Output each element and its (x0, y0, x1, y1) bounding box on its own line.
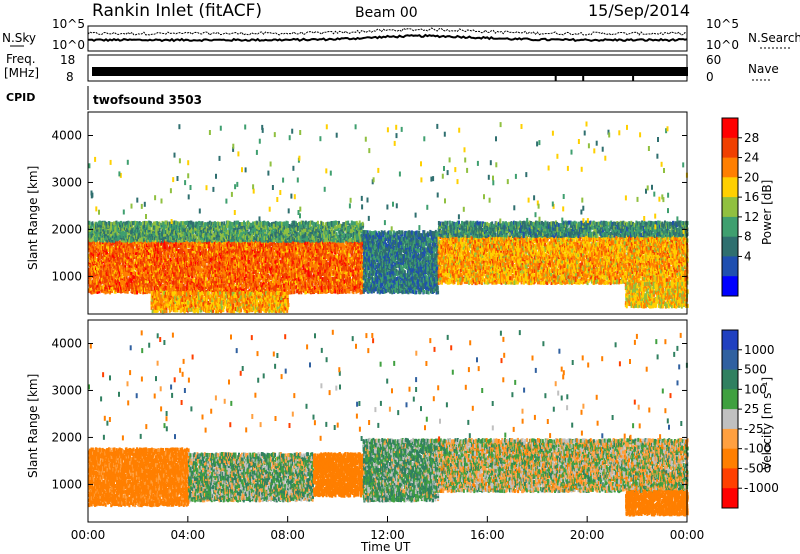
data-cell (300, 290, 302, 294)
freq-label: Freq. (6, 52, 36, 66)
freq-unit-label: [MHz] (4, 66, 39, 80)
freq-right-bottom: 0 (706, 70, 714, 84)
data-cell (226, 243, 228, 247)
data-cell (349, 277, 351, 281)
data-cell (336, 254, 338, 258)
data-cell (166, 245, 168, 249)
data-cell (165, 251, 167, 255)
frequency-dropout (555, 74, 557, 81)
data-cell (291, 245, 293, 249)
power-scatter (88, 122, 689, 314)
freq-right-top: 60 (706, 53, 721, 67)
freq-left-bottom: 8 (66, 70, 74, 84)
date-title: 15/Sep/2014 (588, 1, 690, 20)
frequency-dropout (582, 74, 584, 81)
frequency-band (92, 67, 688, 76)
noise-left-top: 10^5 (52, 17, 85, 31)
data-cell (101, 253, 103, 257)
noise-left-bottom: 10^0 (52, 38, 85, 52)
cpid-value: twofsound 3503 (93, 93, 202, 107)
data-cell (295, 285, 297, 289)
nsearch-trace (88, 28, 687, 35)
beam-title: Beam 00 (355, 5, 418, 21)
data-cell (205, 249, 207, 253)
nsky-label: N.Sky (2, 31, 36, 45)
radar-summary-plot: Rankin Inlet (fitACF) Beam 00 15/Sep/201… (0, 0, 800, 554)
nsky-trace (88, 35, 687, 41)
frequency-dropout (632, 74, 634, 81)
noise-panel: N.Sky N.Search 10^5 10^0 10^5 10^0 (2, 17, 800, 52)
noise-right-bottom: 10^0 (706, 38, 739, 52)
data-cell (113, 221, 115, 225)
data-cell (267, 274, 269, 278)
data-cell (136, 290, 138, 294)
station-title: Rankin Inlet (fitACF) (92, 1, 262, 21)
freq-left-top: 18 (60, 53, 75, 67)
nsearch-label: N.Search (748, 31, 800, 45)
data-cell (283, 262, 285, 266)
noise-right-top: 10^5 (706, 17, 739, 31)
nave-label: Nave (748, 62, 779, 76)
cpid-label: CPID (6, 91, 35, 104)
frequency-panel: Freq. [MHz] 18 8 60 0 Nave (4, 52, 779, 84)
data-cell (89, 221, 91, 225)
